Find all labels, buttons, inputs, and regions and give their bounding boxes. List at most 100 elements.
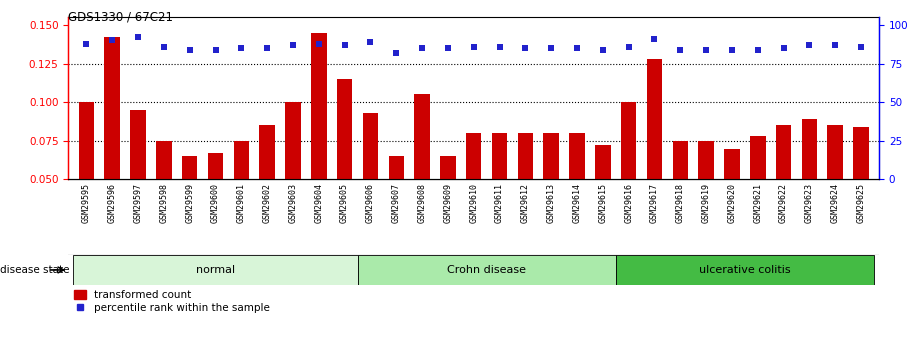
Bar: [827, 125, 843, 257]
Text: GSM29620: GSM29620: [727, 183, 736, 223]
Bar: [311, 33, 326, 257]
Bar: [285, 102, 301, 257]
Point: [105, 38, 119, 43]
Bar: [337, 79, 353, 257]
Text: GSM29611: GSM29611: [495, 183, 504, 223]
Bar: [260, 125, 275, 257]
Text: GSM29601: GSM29601: [237, 183, 246, 223]
Point: [854, 44, 868, 49]
Text: GSM29602: GSM29602: [262, 183, 271, 223]
Bar: [854, 127, 869, 257]
Text: GSM29616: GSM29616: [624, 183, 633, 223]
Text: GSM29606: GSM29606: [366, 183, 375, 223]
Text: GSM29618: GSM29618: [676, 183, 685, 223]
Text: GSM29610: GSM29610: [469, 183, 478, 223]
Bar: [74, 255, 357, 285]
Point: [415, 46, 429, 51]
Point: [157, 44, 171, 49]
Point: [312, 41, 326, 46]
Bar: [233, 141, 249, 257]
Bar: [544, 133, 559, 257]
Point: [260, 46, 274, 51]
Text: GSM29605: GSM29605: [340, 183, 349, 223]
Text: GSM29608: GSM29608: [417, 183, 426, 223]
Text: disease state: disease state: [0, 265, 73, 275]
Text: GSM29619: GSM29619: [701, 183, 711, 223]
Point: [182, 47, 197, 52]
Point: [209, 47, 223, 52]
Bar: [802, 119, 817, 257]
Bar: [621, 102, 637, 257]
Bar: [208, 153, 223, 257]
Text: GSM29613: GSM29613: [547, 183, 556, 223]
Bar: [466, 133, 482, 257]
Bar: [388, 156, 404, 257]
Bar: [517, 133, 533, 257]
Point: [441, 46, 456, 51]
Bar: [492, 133, 507, 257]
Point: [802, 42, 816, 48]
Text: GSM29596: GSM29596: [107, 183, 117, 223]
Bar: [724, 148, 740, 257]
Bar: [363, 113, 378, 257]
Text: ulcerative colitis: ulcerative colitis: [699, 265, 791, 275]
Point: [647, 36, 661, 42]
Point: [596, 47, 610, 52]
Legend: transformed count, percentile rank within the sample: transformed count, percentile rank withi…: [74, 290, 271, 313]
Text: GSM29595: GSM29595: [82, 183, 91, 223]
Bar: [569, 133, 585, 257]
Text: GSM29625: GSM29625: [856, 183, 865, 223]
Point: [776, 46, 791, 51]
Text: GSM29624: GSM29624: [831, 183, 840, 223]
Point: [466, 44, 481, 49]
Text: GSM29621: GSM29621: [753, 183, 763, 223]
Point: [337, 42, 352, 48]
Point: [673, 47, 688, 52]
Bar: [776, 125, 792, 257]
Text: GSM29615: GSM29615: [599, 183, 608, 223]
Text: GSM29607: GSM29607: [392, 183, 401, 223]
Bar: [750, 136, 765, 257]
Point: [389, 50, 404, 56]
Bar: [415, 95, 430, 257]
Text: GSM29603: GSM29603: [289, 183, 298, 223]
Bar: [156, 141, 171, 257]
Bar: [130, 110, 146, 257]
Point: [544, 46, 558, 51]
Text: GSM29614: GSM29614: [572, 183, 581, 223]
Bar: [647, 59, 662, 257]
Point: [518, 46, 533, 51]
Text: GDS1330 / 67C21: GDS1330 / 67C21: [68, 10, 173, 23]
Bar: [357, 255, 616, 285]
Text: GSM29600: GSM29600: [211, 183, 220, 223]
Text: GSM29599: GSM29599: [185, 183, 194, 223]
Text: GSM29612: GSM29612: [521, 183, 530, 223]
Point: [569, 46, 584, 51]
Bar: [440, 156, 456, 257]
Text: GSM29617: GSM29617: [650, 183, 659, 223]
Point: [828, 42, 843, 48]
Point: [363, 39, 378, 45]
Text: GSM29622: GSM29622: [779, 183, 788, 223]
Text: GSM29604: GSM29604: [314, 183, 323, 223]
Point: [79, 41, 94, 46]
Bar: [182, 156, 198, 257]
Point: [751, 47, 765, 52]
Text: GSM29598: GSM29598: [159, 183, 169, 223]
Point: [699, 47, 713, 52]
Text: Crohn disease: Crohn disease: [447, 265, 527, 275]
Bar: [105, 37, 120, 257]
Point: [492, 44, 507, 49]
Bar: [699, 141, 714, 257]
Text: GSM29623: GSM29623: [805, 183, 814, 223]
Point: [234, 46, 249, 51]
Bar: [78, 102, 94, 257]
Point: [621, 44, 636, 49]
Point: [724, 47, 739, 52]
Text: GSM29597: GSM29597: [134, 183, 142, 223]
Bar: [672, 141, 688, 257]
Text: normal: normal: [196, 265, 235, 275]
Point: [131, 34, 146, 40]
Bar: [616, 255, 874, 285]
Text: GSM29609: GSM29609: [444, 183, 453, 223]
